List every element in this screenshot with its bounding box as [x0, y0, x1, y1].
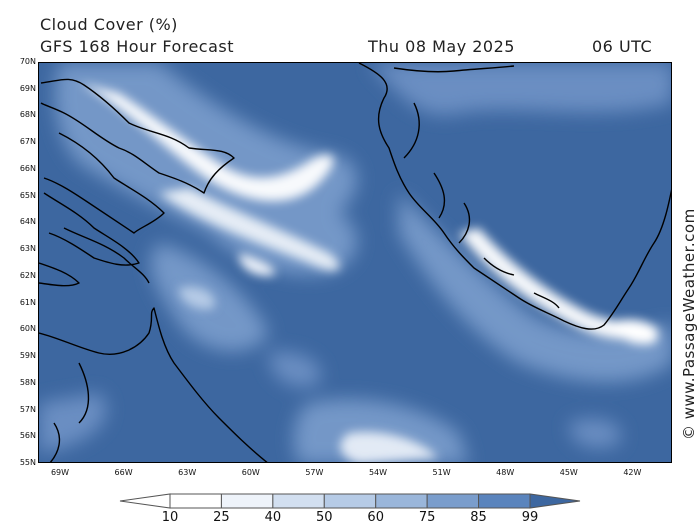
map-title: Cloud Cover (%) [40, 15, 178, 34]
lat-label-63n: 63N [19, 244, 36, 254]
lon-label-60w: 60W [241, 468, 260, 477]
legend-bin-3 [272, 493, 325, 509]
valid-time: 06 UTC [592, 37, 653, 56]
legend-tick-99: 99 [521, 510, 539, 525]
lon-label-66w: 66W [114, 468, 133, 477]
lat-label-58n: 58N [19, 377, 36, 387]
legend-bin-1 [169, 493, 222, 509]
lon-label-42w: 42W [623, 468, 642, 477]
cloud-layer-dense [79, 83, 659, 462]
forecast-subtitle: GFS 168 Hour Forecast [40, 37, 235, 56]
valid-date: Thu 08 May 2025 [368, 37, 515, 56]
lat-label-68n: 68N [19, 110, 36, 120]
coastlines [39, 63, 671, 462]
legend-tick-40: 40 [264, 510, 282, 525]
legend-bin-4 [323, 493, 377, 509]
lat-label-69n: 69N [19, 83, 36, 93]
legend-tick-25: 25 [213, 510, 230, 525]
legend-tick-50: 50 [316, 510, 333, 525]
legend-bin-2 [220, 493, 274, 509]
lat-label-60n: 60N [19, 324, 36, 334]
watermark: © www.PassageWeather.com [680, 208, 698, 440]
lon-label-63w: 63W [178, 468, 197, 477]
legend-tick-75: 75 [418, 510, 436, 525]
lat-label-57n: 57N [19, 404, 36, 414]
lat-label-70n: 70N [19, 57, 36, 66]
lat-label-67n: 67N [19, 137, 36, 147]
map-canvas [39, 63, 671, 462]
legend-bin-6 [426, 493, 480, 509]
legend-arrow-high [529, 493, 581, 509]
lat-label-55n: 55N [19, 458, 36, 467]
lon-label-54w: 54W [368, 468, 388, 477]
legend-bin-7 [478, 493, 531, 509]
lat-label-65n: 65N [19, 190, 36, 200]
lat-label-59n: 59N [19, 351, 36, 361]
lat-label-66n: 66N [19, 163, 36, 173]
lat-label-64n: 64N [19, 217, 36, 227]
legend-bin-5 [375, 493, 428, 509]
legend-arrow-low [119, 493, 171, 509]
legend-tick-10: 10 [161, 510, 179, 525]
lon-label-69w: 69W [50, 468, 70, 477]
color-legend [119, 493, 581, 509]
lat-label-61n: 61N [19, 297, 36, 307]
cloud-cover-map [38, 62, 672, 463]
lat-label-56n: 56N [19, 431, 36, 441]
lat-label-62n: 62N [19, 270, 36, 280]
lon-label-51w: 51W [432, 468, 451, 477]
lon-label-57w: 57W [305, 468, 324, 477]
legend-tick-85: 85 [470, 510, 487, 525]
lon-label-48w: 48W [496, 468, 515, 477]
lon-label-45w: 45W [559, 468, 578, 477]
legend-tick-60: 60 [367, 510, 384, 525]
